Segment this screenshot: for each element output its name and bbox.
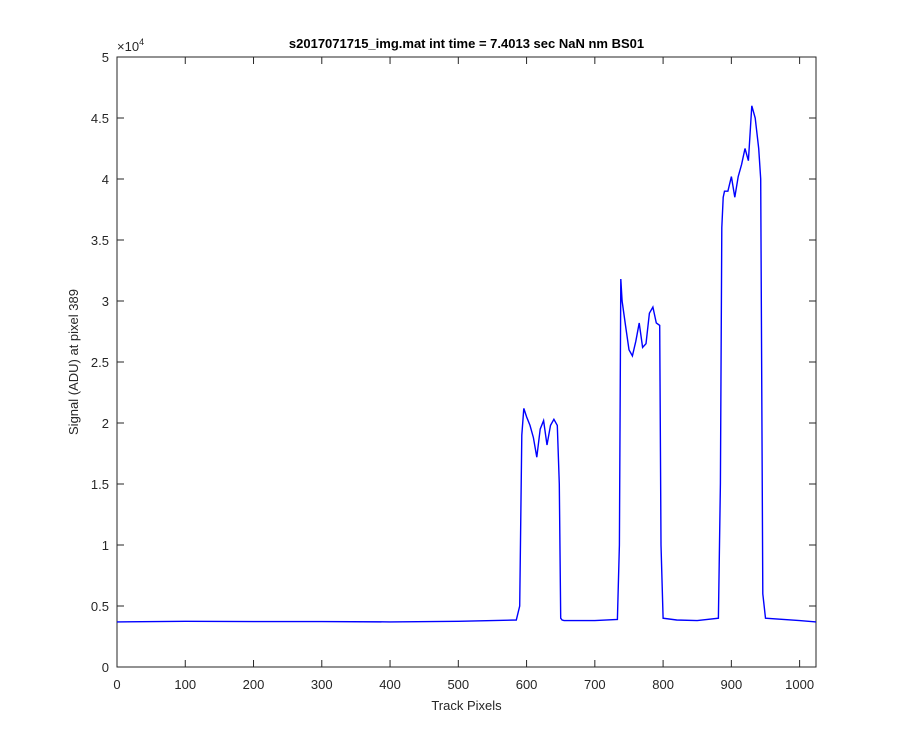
y-axis-exponent-power: 4 [139, 37, 144, 47]
y-axis: 0 0.5 1 1.5 2 2.5 3 3.5 4 4.5 5 [91, 50, 816, 675]
plot-area [116, 56, 817, 668]
signal-line [116, 105, 817, 623]
x-tick-label: 500 [447, 677, 469, 692]
x-tick-label: 100 [174, 677, 196, 692]
y-tick-label: 4.5 [91, 111, 109, 126]
x-tick-label: 200 [243, 677, 265, 692]
x-axis: 0 100 200 300 400 500 600 700 800 900 1000 [113, 57, 814, 692]
y-tick-label: 3.5 [91, 233, 109, 248]
x-axis-label: Track Pixels [431, 698, 502, 713]
y-tick-label: 2.5 [91, 355, 109, 370]
chart-title: s2017071715_img.mat int time = 7.4013 se… [289, 36, 644, 51]
y-tick-label: 1.5 [91, 477, 109, 492]
x-tick-label: 900 [721, 677, 743, 692]
y-tick-label: 3 [102, 294, 109, 309]
x-tick-label: 300 [311, 677, 333, 692]
y-tick-label: 5 [102, 50, 109, 65]
y-axis-exponent-base: ×10 [117, 39, 139, 54]
x-tick-label: 700 [584, 677, 606, 692]
x-tick-label: 1000 [785, 677, 814, 692]
y-axis-exponent: ×104 [117, 37, 144, 54]
y-tick-label: 0.5 [91, 599, 109, 614]
y-axis-label: Signal (ADU) at pixel 389 [66, 289, 81, 435]
x-tick-label: 400 [379, 677, 401, 692]
y-tick-label: 0 [102, 660, 109, 675]
y-tick-label: 4 [102, 172, 109, 187]
x-tick-label: 0 [113, 677, 120, 692]
x-tick-label: 600 [516, 677, 538, 692]
y-tick-label: 1 [102, 538, 109, 553]
y-tick-label: 2 [102, 416, 109, 431]
x-tick-label: 800 [652, 677, 674, 692]
